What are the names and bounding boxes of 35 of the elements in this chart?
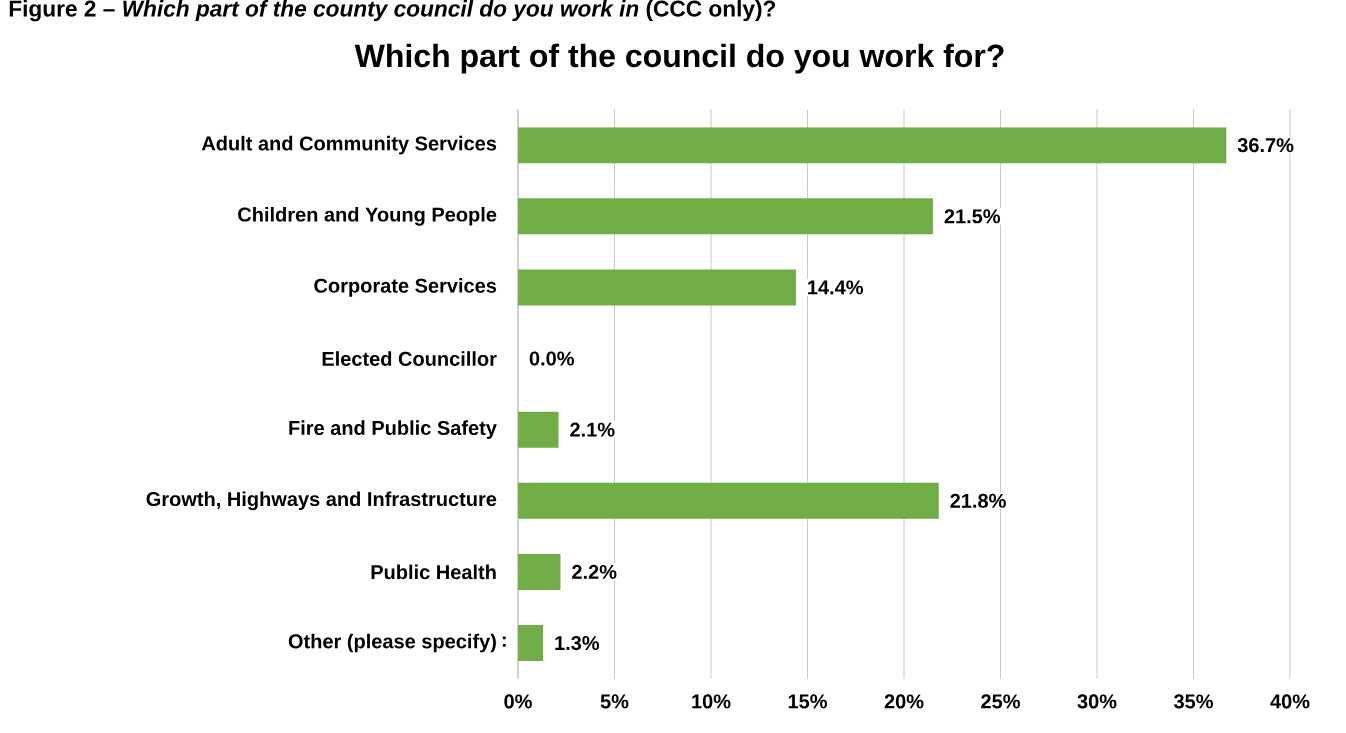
chart-title: Which part of the council do you work for? bbox=[354, 43, 1004, 74]
text: : bbox=[502, 636, 506, 647]
x-tick-label: 10% bbox=[692, 694, 731, 709]
bar bbox=[518, 411, 559, 448]
y-tick-label: Fire and Public Safety bbox=[289, 420, 497, 440]
y-tick-label: Children and Young People bbox=[238, 207, 497, 226]
x-tick-label: 40% bbox=[1270, 694, 1310, 709]
data-label: 1.3% bbox=[555, 636, 600, 651]
data-label: 21.5% bbox=[944, 209, 1001, 224]
bar bbox=[518, 198, 933, 235]
bar bbox=[518, 127, 1227, 164]
x-tick-label: 30% bbox=[1077, 694, 1117, 709]
data-label: 36.7% bbox=[1237, 138, 1294, 153]
bar bbox=[518, 269, 796, 306]
data-label: 21.8% bbox=[950, 493, 1006, 509]
x-tick-label: 15% bbox=[788, 694, 827, 709]
x-tick-label: 25% bbox=[981, 694, 1020, 709]
x-tick-label: 5% bbox=[600, 694, 629, 709]
y-tick-label: Public Health bbox=[371, 564, 496, 580]
y-tick-label: Adult and Community Services bbox=[201, 136, 497, 155]
data-label: 2.2% bbox=[572, 565, 617, 580]
data-label: 0.0% bbox=[529, 351, 574, 366]
y-tick-label: Growth, Highways and Infrastructure bbox=[146, 491, 497, 511]
y-tick-label: Elected Councillor bbox=[322, 351, 497, 367]
x-tick-label: 35% bbox=[1173, 694, 1213, 709]
y-tick-label: Other (please specify) bbox=[288, 633, 496, 653]
data-label: 14.4% bbox=[808, 280, 864, 295]
x-tick-label: 0% bbox=[504, 694, 532, 709]
x-tick-label: 20% bbox=[884, 694, 924, 709]
bar bbox=[518, 625, 544, 662]
caption: Figure 2 – Which part of the county council do you work in (CCC only)? bbox=[9, 0, 776, 22]
bar bbox=[518, 554, 561, 591]
y-tick-label: Corporate Services bbox=[314, 278, 497, 297]
data-label: 2.1% bbox=[570, 422, 615, 437]
bar bbox=[518, 482, 939, 519]
